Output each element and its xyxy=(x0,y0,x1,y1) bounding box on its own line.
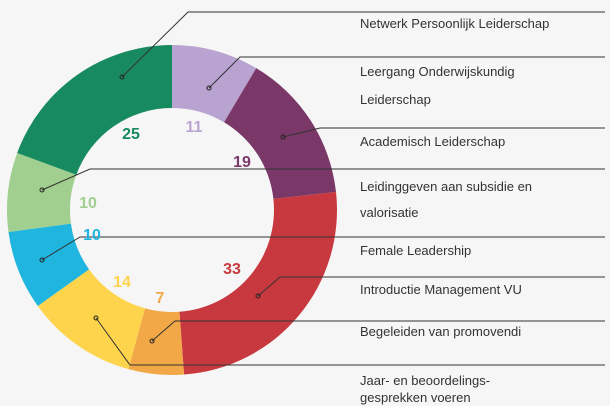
leader-dot xyxy=(280,134,286,140)
value-label: 11 xyxy=(186,119,203,136)
legend-label: Leidinggeven aan subsidie en valorisatie xyxy=(360,179,533,220)
leader-line xyxy=(208,56,605,89)
value-label: 19 xyxy=(233,154,251,171)
value-label: 10 xyxy=(79,195,97,212)
donut-slice xyxy=(224,68,337,199)
donut-slice xyxy=(179,191,337,375)
leader-line xyxy=(151,320,605,342)
leader-line xyxy=(41,236,605,261)
legend-label: Leergang Onderwijskundig Leiderschap xyxy=(360,64,515,107)
donut-slice xyxy=(172,45,257,123)
donut-slice xyxy=(6,152,77,233)
leader-line xyxy=(282,127,605,138)
value-label: 25 xyxy=(122,126,140,143)
leader-dot xyxy=(206,85,212,91)
value-label: 7 xyxy=(156,290,165,307)
legend-label: Introductie Management VU xyxy=(360,282,522,297)
legend-label: Academisch Leiderschap xyxy=(360,134,506,149)
donut-slice xyxy=(37,269,146,370)
leader-dot xyxy=(255,293,261,299)
leader-dot xyxy=(39,257,45,263)
leader-dot xyxy=(93,315,99,321)
leader-dot xyxy=(39,187,45,193)
donut-slice xyxy=(17,45,173,175)
leader-line xyxy=(41,168,605,191)
leader-line xyxy=(121,11,605,78)
leader-dot xyxy=(149,338,155,344)
value-label: 33 xyxy=(223,261,241,278)
legend-label: Begeleiden van promovendi xyxy=(360,324,522,339)
legend-label: Female Leadership xyxy=(360,243,472,258)
leader-line xyxy=(257,276,605,297)
leader-line xyxy=(95,317,605,366)
value-label: 14 xyxy=(113,274,131,291)
value-label: 10 xyxy=(83,227,101,244)
legend-label: Netwerk Persoonlijk Leiderschap xyxy=(360,16,550,31)
leader-dot xyxy=(119,74,125,80)
legend-label: Jaar- en beoordelings-gesprekken voeren xyxy=(360,372,491,405)
